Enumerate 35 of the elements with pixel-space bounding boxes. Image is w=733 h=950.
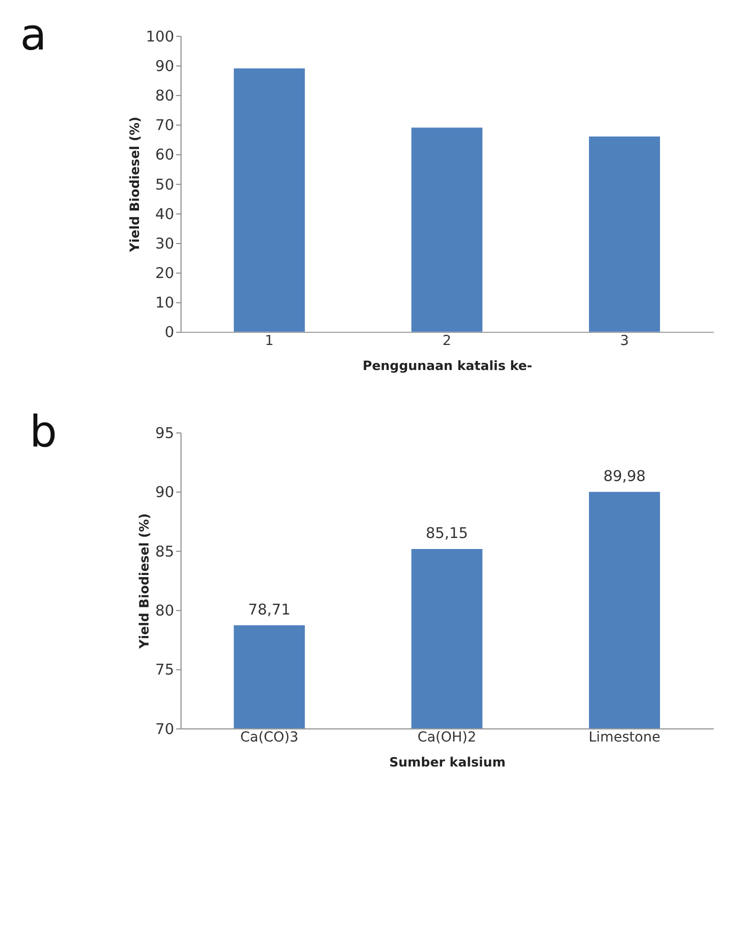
y-tick-label: 70 xyxy=(155,720,174,738)
y-tick-label: 40 xyxy=(155,206,174,223)
bar xyxy=(588,136,660,332)
data-label: 85,15 xyxy=(426,525,468,542)
x-tick-label: 2 xyxy=(442,333,452,350)
y-tick-label: 90 xyxy=(155,484,174,502)
data-label: 78,71 xyxy=(248,601,290,618)
y-tick-label: 50 xyxy=(155,176,174,194)
bar xyxy=(234,68,305,332)
chart-title: b xyxy=(30,407,58,458)
y-tick-label: 100 xyxy=(146,28,174,46)
data-label: 89,98 xyxy=(603,468,646,486)
x-tick-label: Ca(CO)3 xyxy=(240,730,298,746)
y-tick-label: 95 xyxy=(155,424,174,442)
y-axis-title: Yield Biodiesel (%) xyxy=(137,513,152,650)
y-axis-title: Yield Biodiesel (%) xyxy=(128,116,143,253)
x-tick-label: Ca(OH)2 xyxy=(417,730,476,746)
x-axis-title: Sumber kalsium xyxy=(389,755,506,770)
x-tick-label: Limestone xyxy=(588,730,660,746)
y-tick-label: 0 xyxy=(164,324,174,342)
y-tick-label: 20 xyxy=(155,265,174,282)
y-tick-label: 80 xyxy=(155,87,174,104)
x-tick-label: 1 xyxy=(264,333,274,350)
y-tick-label: 70 xyxy=(155,117,174,134)
x-tick-label: 3 xyxy=(620,333,629,350)
chart-title: a xyxy=(20,10,47,61)
x-axis-title: Penggunaan katalis ke- xyxy=(362,358,532,374)
y-tick-label: 90 xyxy=(155,58,174,75)
y-tick-label: 85 xyxy=(155,543,174,560)
y-tick-label: 60 xyxy=(155,146,174,164)
y-tick-label: 30 xyxy=(155,235,174,252)
y-tick-label: 10 xyxy=(155,294,174,312)
y-tick-label: 80 xyxy=(155,602,174,620)
bar xyxy=(411,128,482,332)
y-tick-label: 75 xyxy=(155,662,174,679)
